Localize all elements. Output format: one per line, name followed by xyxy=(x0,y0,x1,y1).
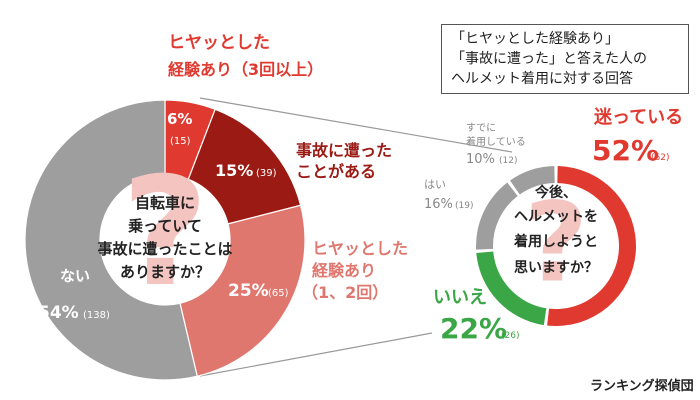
label-iie: いいえ xyxy=(433,287,487,308)
secondary-slice-iie xyxy=(476,251,547,326)
main-center-text-4: ありますか？ xyxy=(120,263,210,281)
main-question-mark: ? xyxy=(121,146,208,320)
pct-mayotte: 52% xyxy=(592,134,659,167)
pct-hai: 16% xyxy=(424,197,453,212)
secondary-chart-title-box: 「ヒヤッとした経験あり」 「事故に遭った」と答えた人の ヘルメット着用に対する回… xyxy=(441,24,689,94)
label-jiko-line-2: ことがある xyxy=(296,162,376,181)
label-hiyari12-line-1: ヒヤッとした xyxy=(312,239,408,258)
secondary-title-line-2: 「事故に遭った」と答えた人の xyxy=(451,51,647,67)
label-nai: ない xyxy=(60,267,90,285)
main-center-text-3: 事故に遭ったことは xyxy=(97,240,232,258)
count-hiyari3: (15) xyxy=(170,136,191,147)
label-hiyari12-line-3: （1、2回） xyxy=(302,283,388,302)
label-sudeni-line-1: すでに xyxy=(466,122,496,134)
secondary-center-text-1: 今後、 xyxy=(534,184,577,201)
pct-hiyari3: 6% xyxy=(167,110,192,128)
count-jiko: (39) xyxy=(256,168,277,179)
count-mayotte: (62) xyxy=(651,153,669,163)
secondary-question-mark: ? xyxy=(524,178,588,306)
pct-sudeni: 10% xyxy=(466,152,495,167)
connector-line-top xyxy=(199,97,513,153)
label-hai: はい xyxy=(424,178,446,191)
pct-nai: 54% xyxy=(38,303,79,323)
count-hiyari12: (65) xyxy=(268,288,289,299)
pct-hiyari12: 25% xyxy=(228,281,269,301)
secondary-slice-mayotte xyxy=(547,166,637,327)
main-slice-nai xyxy=(24,99,198,381)
label-jiko-line-1: 事故に遭った xyxy=(296,141,392,160)
count-sudeni: (12) xyxy=(499,156,517,166)
count-hai: (19) xyxy=(455,201,473,211)
secondary-center-text-4: 思いますか？ xyxy=(514,260,598,276)
brand-watermark: ランキング探偵団 xyxy=(590,379,694,394)
main-center-text-2: 乗っていて xyxy=(128,217,202,235)
main-slice-hiyari12 xyxy=(179,204,306,377)
secondary-center-text-2: ヘルメットを xyxy=(514,209,598,225)
label-hiyari12-line-2: 経験あり xyxy=(312,261,376,280)
pct-jiko: 15% xyxy=(215,161,253,180)
secondary-slice-sudeni xyxy=(509,166,555,195)
secondary-slice-hai xyxy=(475,182,518,250)
label-mayotte: 迷っている xyxy=(593,107,683,128)
connector-line-bottom xyxy=(199,332,433,377)
label-hiyari3-line-1: ヒヤッとした xyxy=(168,33,270,53)
label-hiyari3-line-2: 経験あり（3回以上） xyxy=(168,60,323,79)
label-sudeni-line-2: 着用している xyxy=(466,135,526,148)
secondary-title-line-3: ヘルメット着用に対する回答 xyxy=(451,71,633,87)
pct-iie: 22% xyxy=(440,312,507,345)
count-iie: (26) xyxy=(501,331,519,341)
main-center-text-1: 自転車に xyxy=(135,194,195,212)
secondary-center-text-3: 着用しようと xyxy=(513,233,598,250)
secondary-title-line-1: 「ヒヤッとした経験あり」 xyxy=(451,31,619,47)
count-nai: (138) xyxy=(83,310,110,321)
